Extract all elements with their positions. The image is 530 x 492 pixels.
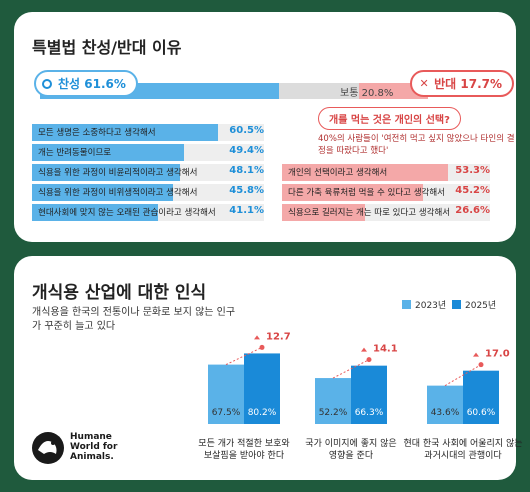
oppose-reason-fill xyxy=(282,184,424,201)
bar-value-label: 43.6% xyxy=(431,408,460,418)
oppose-reason-text: 개인의 선택이라고 생각해서 xyxy=(288,168,388,178)
trend-line xyxy=(332,359,370,379)
support-reason-text: 식용을 위한 과정이 비윤리적이라고 생각해서 xyxy=(38,168,198,178)
support-reason-text: 모든 생명은 소중하다고 생각해서 xyxy=(38,128,156,138)
oppose-reason-value: 45.2% xyxy=(455,185,490,196)
oppose-question-pill: 개를 먹는 것은 개인의 선택? xyxy=(318,107,461,130)
bar-2023 xyxy=(427,385,463,424)
support-reason-fill xyxy=(32,144,184,161)
trend-dot xyxy=(366,357,372,363)
support-reason-value: 60.5% xyxy=(229,125,264,136)
support-reason-value: 48.1% xyxy=(229,165,264,176)
category-label-line: 영향을 준다 xyxy=(328,451,374,462)
trend-dot xyxy=(478,362,484,368)
legend-swatch-2023 xyxy=(402,300,411,309)
logo-text: Humane World for Animals. xyxy=(70,432,118,462)
section2-subtitle: 개식용을 한국의 전통이나 문화로 보지 않는 인구가 꾸준히 늘고 있다 xyxy=(32,307,236,332)
support-reason-value: 45.8% xyxy=(229,185,264,196)
support-reason-text: 현대사회에 맞지 않는 오래된 관습이라고 생각해서 xyxy=(38,208,216,218)
circle-icon xyxy=(42,78,52,89)
support-reason-fill xyxy=(32,124,218,141)
support-reason-row: 모든 생명은 소중하다고 생각해서 60.5% xyxy=(32,124,264,141)
category-label-line: 현대 한국 사회에 어울리지 않는 xyxy=(403,439,523,449)
neutral-label: 보통 20.8% xyxy=(340,88,394,99)
bar-2025 xyxy=(463,370,499,424)
increase-label: 12.7 xyxy=(266,331,291,342)
support-reason-fill xyxy=(32,184,173,201)
support-reason-value: 41.1% xyxy=(229,205,264,216)
bar-2023 xyxy=(208,364,244,424)
trend-line xyxy=(444,364,482,387)
category-label-line: 국가 이미지에 좋지 않은 xyxy=(305,439,397,449)
up-arrow-icon xyxy=(254,335,260,340)
trend-dot xyxy=(259,344,265,350)
support-reason-fill xyxy=(32,164,180,181)
oppose-reason-row: 식용으로 길러지는 개는 따로 있다고 생각해서 26.6% xyxy=(282,204,490,221)
bar-value-label: 66.3% xyxy=(355,408,384,418)
oppose-reason-fill xyxy=(282,164,449,181)
up-arrow-icon xyxy=(361,347,367,352)
category-label-line: 보살핌을 받아야 한다 xyxy=(203,451,285,462)
increase-label: 14.1 xyxy=(373,344,398,355)
legend-2025: 2025년 xyxy=(452,298,496,311)
oppose-bubble: ✕ 반대 17.7% xyxy=(410,70,514,97)
support-label: 찬성 61.6% xyxy=(58,77,126,91)
legend-label-2023: 2023년 xyxy=(415,301,447,311)
bar-value-label: 67.5% xyxy=(212,408,241,418)
bar-2025 xyxy=(351,365,387,424)
support-reason-row: 현대사회에 맞지 않는 오래된 관습이라고 생각해서 41.1% xyxy=(32,204,264,221)
support-reason-text: 식용을 위한 과정이 비위생적이라고 생각해서 xyxy=(38,188,198,198)
oppose-reason-fill xyxy=(282,204,366,221)
trend-line xyxy=(225,346,263,366)
category-label-line: 모든 개가 적절한 보호와 xyxy=(198,439,290,449)
section2-title: 개식용 산업에 대한 인식 xyxy=(32,283,207,303)
oppose-reason-value: 53.3% xyxy=(455,165,490,176)
oppose-reason-text: 다른 가축 육류처럼 먹을 수 있다고 생각해서 xyxy=(288,188,445,198)
section1-title: 특별법 찬성/반대 이유 xyxy=(32,38,182,57)
oppose-reason-row: 개인의 선택이라고 생각해서 53.3% xyxy=(282,164,490,181)
x-icon: ✕ xyxy=(419,76,429,90)
legend-2023: 2023년 xyxy=(402,298,446,311)
bar-2025 xyxy=(244,353,280,424)
support-reason-fill xyxy=(32,204,159,221)
legend-label-2025: 2025년 xyxy=(465,301,497,311)
increase-label: 17.0 xyxy=(485,349,510,360)
support-reason-row: 개는 반려동물이므로 49.4% xyxy=(32,144,264,161)
support-reason-row: 식용을 위한 과정이 비위생적이라고 생각해서 45.8% xyxy=(32,184,264,201)
bar-2023 xyxy=(315,378,351,424)
humane-world-logo-icon xyxy=(32,432,64,464)
oppose-reason-text: 식용으로 길러지는 개는 따로 있다고 생각해서 xyxy=(288,208,451,218)
oppose-reason-row: 다른 가축 육류처럼 먹을 수 있다고 생각해서 45.2% xyxy=(282,184,490,201)
bar-value-label: 52.2% xyxy=(319,408,348,418)
oppose-reason-value: 26.6% xyxy=(455,205,490,216)
support-reason-row: 식용을 위한 과정이 비윤리적이라고 생각해서 48.1% xyxy=(32,164,264,181)
legend-swatch-2025 xyxy=(452,300,461,309)
oppose-note: 40%의 사람들이 '여전히 먹고 싶지 않았으나 타인의 결정을 따랐다고 했… xyxy=(318,134,515,157)
support-reason-text: 개는 반려동물이므로 xyxy=(38,148,112,158)
oppose-label: 반대 17.7% xyxy=(434,77,502,91)
category-label-line: 과거시대의 관행이다 xyxy=(424,451,502,462)
up-arrow-icon xyxy=(473,352,479,357)
bar-value-label: 80.2% xyxy=(248,408,277,418)
bar-value-label: 60.6% xyxy=(467,408,496,418)
support-bubble: 찬성 61.6% xyxy=(34,70,138,97)
support-reason-value: 49.4% xyxy=(229,145,264,156)
